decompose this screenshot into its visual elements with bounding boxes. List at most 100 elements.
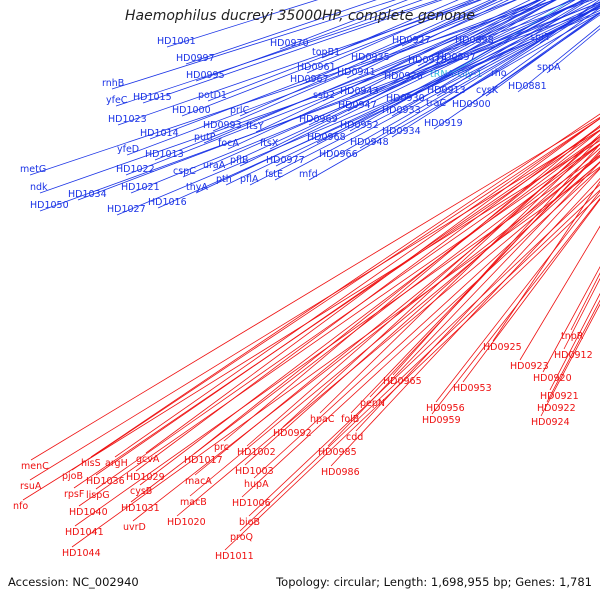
gene-leader-line: [157, 10, 600, 209]
gene-label-reverse: HD0923: [510, 361, 549, 372]
gene-leader-line: [321, 0, 459, 59]
gene-leader-line: [462, 198, 600, 383]
gene-label-reverse: HD1036: [86, 476, 125, 487]
gene-label-reverse: gcvA: [136, 454, 160, 465]
gene-leader-line: [395, 0, 576, 105]
gene-label-reverse: HD0925: [483, 342, 522, 353]
gene-label-forward: HD0897: [437, 52, 476, 63]
gene-label-reverse: HD1044: [62, 548, 101, 559]
gene-label-forward: topB1: [312, 47, 340, 58]
gene-leader-line: [350, 152, 600, 414]
gene-label-forward: HD0968: [307, 132, 346, 143]
top-label-group: sprTsppAHD0881HD0898HD0897tRNA-Gly-1rhoc…: [20, 0, 600, 216]
gene-label-reverse: pjoB: [62, 471, 83, 482]
gene-label-reverse: hpaC: [310, 414, 335, 425]
gene-label-forward: pflB: [230, 155, 249, 166]
gene-label-forward: pflA: [240, 174, 259, 185]
gene-leader-line: [30, 116, 600, 461]
gene-label-forward: thyA: [186, 182, 208, 193]
gene-label-reverse: cdd: [346, 432, 363, 443]
gene-leader-line: [299, 0, 492, 86]
gene-leader-line: [71, 118, 600, 471]
gene-leader-line: [29, 0, 556, 176]
gene-label-reverse: argH: [105, 458, 128, 469]
gene-leader-line: [73, 130, 600, 489]
gene-label-forward: HD0913: [427, 85, 466, 96]
gene-label-forward: HD0967: [290, 74, 329, 85]
gene-leader-line: [139, 136, 600, 486]
gene-label-reverse: HD0959: [422, 415, 461, 426]
gene-label-reverse: HD0992: [273, 428, 312, 439]
gene-label-forward: HD1013: [145, 149, 184, 160]
gene-label-forward: rnhB: [102, 78, 124, 89]
gene-label-forward: ftsX: [260, 138, 279, 149]
gene-leader-line: [29, 129, 600, 481]
gene-label-forward: HD1000: [172, 105, 211, 116]
gene-leader-line: [519, 225, 600, 361]
gene-label-forward: HD1034: [68, 189, 107, 200]
gene-leader-line: [322, 0, 531, 102]
gene-label-forward: sppA: [537, 62, 561, 73]
gene-label-reverse: rpsF: [64, 489, 84, 500]
gene-leader-line: [464, 0, 547, 47]
gene-leader-line: [255, 0, 539, 133]
gene-label-reverse: hisS: [81, 458, 101, 469]
gene-leader-line: [308, 12, 600, 181]
gene-leader-line: [185, 0, 377, 65]
gene-label-forward: HD0941: [337, 67, 376, 78]
gene-leader-line: [433, 14, 600, 130]
gene-leader-line: [355, 168, 600, 432]
gene-label-forward: HD0993: [203, 120, 242, 131]
gene-leader-line: [78, 143, 600, 507]
gene-leader-line: [130, 1, 600, 194]
gene-label-reverse: HD0956: [426, 403, 465, 414]
gene-leader-line: [74, 154, 600, 527]
gene-leader-line: [241, 167, 600, 498]
gene-leader-line: [391, 5, 600, 138]
gene-label-forward: HD0995: [186, 70, 225, 81]
gene-leader-line: [194, 143, 600, 476]
gene-label-forward: mfd: [299, 169, 318, 180]
gene-leader-line: [330, 177, 600, 467]
gene-leader-line: [22, 140, 600, 501]
gene-leader-line: [39, 0, 594, 194]
gene-label-forward: HD0898: [455, 35, 494, 46]
gene-leader-line: [269, 0, 572, 150]
gene-label-reverse: HD1017: [184, 455, 223, 466]
gene-leader-line: [126, 0, 542, 156]
gene-leader-line: [225, 5, 600, 186]
gene-label-reverse: proQ: [230, 532, 253, 543]
gene-leader-line: [207, 0, 472, 102]
gene-leader-line: [224, 194, 600, 551]
gene-leader-line: [327, 161, 600, 447]
gene-label-forward: HD1015: [133, 92, 172, 103]
gene-leader-line: [239, 189, 600, 532]
gene-leader-line: [274, 6, 600, 181]
gene-leader-line: [132, 156, 600, 522]
gene-leader-line: [195, 0, 423, 82]
gene-label-forward: ndk: [30, 182, 48, 193]
gene-leader-line: [248, 184, 600, 517]
gene-leader-line: [149, 0, 517, 140]
gene-label-forward: HD0966: [319, 149, 358, 160]
gene-label-reverse: HD1006: [232, 498, 271, 509]
gene-leader-line: [114, 118, 600, 458]
gene-label-reverse: nfo: [13, 501, 28, 512]
gene-label-reverse: prc: [214, 442, 229, 453]
gene-leader-line: [176, 161, 600, 517]
gene-leader-line: [347, 0, 557, 112]
gene-label-forward: focA: [218, 138, 239, 149]
gene-label-reverse: macA: [185, 476, 212, 487]
gene-label-forward: HD0934: [382, 126, 421, 137]
gene-leader-line: [203, 0, 542, 144]
gene-leader-line: [95, 135, 600, 490]
gene-label-forward: HD1050: [30, 200, 69, 211]
gene-label-forward: HD0926: [384, 71, 423, 82]
gene-label-reverse: HD0986: [321, 467, 360, 478]
gene-label-forward: HD1021: [121, 182, 160, 193]
gene-leader-line: [249, 6, 600, 186]
gene-label-forward: metG: [20, 164, 46, 175]
gene-leader-line: [145, 117, 600, 454]
gene-label-forward: rho: [491, 68, 507, 79]
gene-label-forward: putP: [194, 132, 216, 143]
